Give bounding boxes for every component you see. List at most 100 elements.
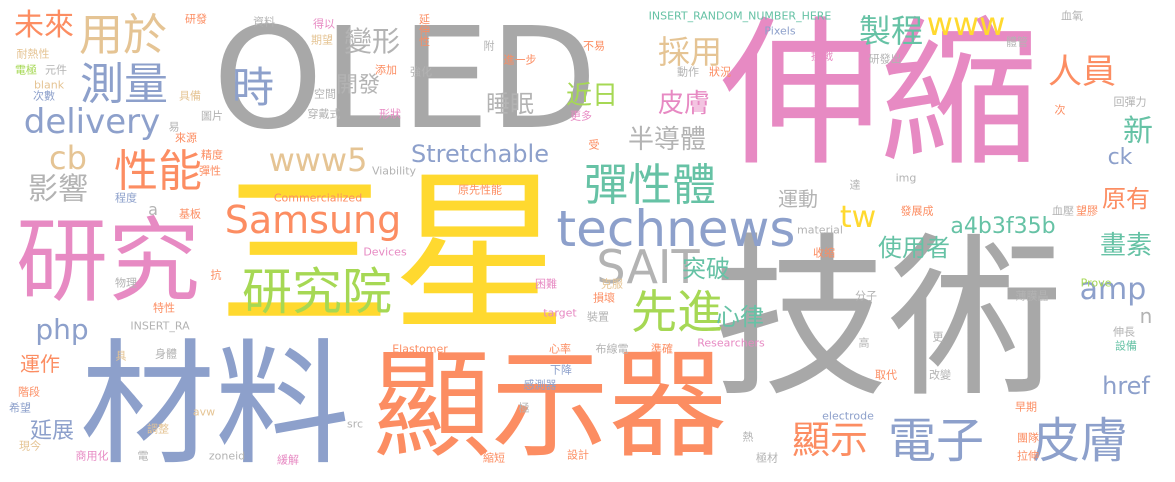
word: 緩解 <box>277 453 299 467</box>
word: 顯示器 <box>372 336 728 474</box>
word: target <box>543 306 577 320</box>
word: Viability <box>371 164 417 178</box>
word: 測量 <box>80 59 168 110</box>
word: 身體 <box>155 347 177 361</box>
word: php <box>35 313 89 346</box>
word: 元件 <box>45 63 67 77</box>
word: 製程 <box>858 12 924 50</box>
word: 達 <box>849 178 861 192</box>
word: tw <box>839 200 877 235</box>
word: 發展成 <box>900 204 934 218</box>
word: zoneid <box>208 449 246 463</box>
word: 布線電 <box>595 342 629 356</box>
word: 添加 <box>375 63 397 77</box>
word: 三星 <box>217 153 567 357</box>
word: 資料 <box>253 15 275 29</box>
word: 新 <box>1123 114 1153 149</box>
word: 心率 <box>549 342 571 356</box>
word: cb <box>49 139 87 177</box>
word: 半導體 <box>627 125 707 155</box>
word: 血氧 <box>1061 9 1083 23</box>
word: 電極 <box>15 63 37 77</box>
word: 不易 <box>583 39 605 53</box>
word: 極 <box>518 401 530 415</box>
word: www <box>926 5 1006 43</box>
word: 空間 <box>314 87 336 101</box>
word: 心律 <box>716 303 764 331</box>
word: 拉伸 <box>1017 449 1039 463</box>
word: ck <box>1107 145 1133 170</box>
word: 分子 <box>855 289 877 303</box>
word: 次數 <box>33 89 55 103</box>
word: 設備 <box>1115 339 1137 353</box>
word: 極材 <box>756 451 778 465</box>
word: 人員 <box>1048 52 1116 92</box>
word: 未來 <box>14 8 74 43</box>
word: 精度 <box>201 148 223 162</box>
word: 睡眠 <box>486 90 534 118</box>
word: href <box>1102 372 1150 400</box>
word: 研究 <box>15 208 201 315</box>
word: 近日 <box>565 81 619 111</box>
word: 易 <box>168 120 180 134</box>
word: 現今 <box>19 439 41 453</box>
word: 得以 <box>313 17 335 31</box>
word: 穿戴式 <box>307 107 341 121</box>
word: 耐熱性 <box>16 47 50 61</box>
word: 取代 <box>875 368 897 382</box>
word: 物理 <box>115 276 137 290</box>
word: 薄膜晶 <box>1015 289 1049 303</box>
word: Prove <box>1080 276 1112 290</box>
word: 附 <box>483 39 495 53</box>
word: 改變 <box>929 368 951 382</box>
word: OLED <box>212 0 598 161</box>
word: Commercialized <box>273 191 363 205</box>
word: 動作 <box>677 65 699 79</box>
word: 團隊 <box>1017 431 1039 445</box>
word: 階段 <box>18 385 40 399</box>
word: 彈性體 <box>584 160 716 211</box>
word: 望膠 <box>1076 204 1098 218</box>
word: technews <box>556 200 796 258</box>
word: 更 <box>932 330 944 344</box>
word: 具備 <box>179 89 201 103</box>
word: 先進 <box>631 285 723 339</box>
word: 期望 <box>311 33 333 47</box>
word: 形狀 <box>379 107 401 121</box>
word: n <box>1139 304 1153 328</box>
word: 延伸性 <box>417 13 431 47</box>
word: 運作 <box>20 352 60 376</box>
word: 更多 <box>570 109 592 123</box>
word: avw <box>192 405 216 419</box>
word: 研發 <box>185 12 207 26</box>
word: 性能 <box>114 146 202 197</box>
word: 損壞 <box>593 291 615 305</box>
word: material <box>797 223 843 237</box>
word: 材料 <box>80 326 350 482</box>
word: 血壓 <box>1052 204 1074 218</box>
word: www5 <box>268 141 368 179</box>
word: 圖片 <box>201 109 223 123</box>
word: 抗 <box>210 268 222 282</box>
word: 高 <box>858 336 870 350</box>
word: INSERT_RA <box>130 319 190 333</box>
word: 商用化 <box>75 449 109 463</box>
word: 來源 <box>175 131 197 145</box>
word: Elastomer <box>392 342 448 356</box>
word: Stretchable <box>411 140 549 168</box>
word: Samsung <box>224 198 402 242</box>
word: delivery <box>23 102 161 142</box>
word: src <box>346 417 364 431</box>
word: 延展 <box>29 419 75 444</box>
word: 縮短 <box>483 451 505 465</box>
word: 收縮 <box>813 246 835 260</box>
word: img <box>895 171 917 185</box>
word: 研究院 <box>242 263 392 321</box>
word: 原先性能 <box>458 183 502 197</box>
word: 採用 <box>657 33 723 71</box>
word: 早期 <box>1015 400 1037 414</box>
word: 挑戰 <box>811 49 833 63</box>
word: 原有 <box>1102 185 1150 213</box>
word: 設計 <box>567 448 589 462</box>
word: 時 <box>231 63 275 112</box>
